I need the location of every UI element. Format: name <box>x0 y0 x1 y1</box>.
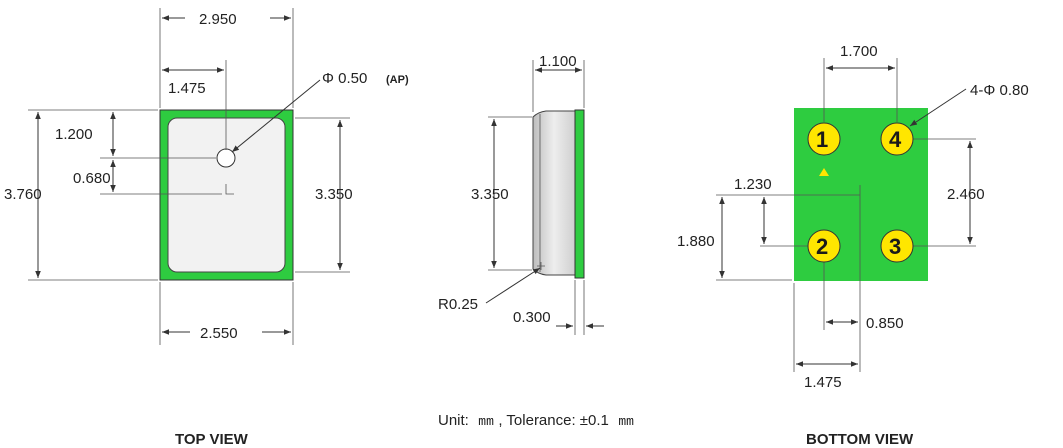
svg-text:Unit: mm , Toleran: Unit: mm , Tolerance: ±0.1 mm <box>438 412 634 429</box>
dim-hole-offset-x: 1.475 <box>168 80 206 97</box>
dim-hole-offset-y: 1.200 <box>55 126 93 143</box>
unit-prefix: Unit: <box>438 412 469 429</box>
side-view: 1.100 3.350 R0.25 0.300 <box>438 53 604 335</box>
side-view-substrate <box>574 109 585 279</box>
dim-pad-pitch-y: 2.460 <box>947 186 985 203</box>
hole-tag-label: (AP) <box>386 74 409 86</box>
dim-center-offset: 0.680 <box>73 170 111 187</box>
pad-3-number: 3 <box>889 234 901 259</box>
dim-side-height: 3.350 <box>471 186 509 203</box>
pad-2-number: 2 <box>816 234 828 259</box>
unit-mm-1: mm <box>478 414 494 429</box>
tolerance-label: , Tolerance: ±0.1 <box>498 412 609 429</box>
pad-2: 2 <box>807 229 841 263</box>
pad-1-number: 1 <box>816 127 828 152</box>
dim-height-inner: 3.350 <box>315 186 353 203</box>
pin1-indicator-triangle <box>819 168 829 176</box>
bottom-view: 1 4 2 3 1.700 4-Φ 0.80 2.460 1.230 1.880 <box>677 43 1029 448</box>
dim-width-outer: 2.950 <box>199 11 237 28</box>
pad-4-number: 4 <box>889 127 902 152</box>
dim-offset-y-a: 1.230 <box>734 176 772 193</box>
dim-thickness: 1.100 <box>539 53 577 70</box>
top-view-lid <box>167 117 286 273</box>
top-view-title: TOP VIEW <box>175 431 249 448</box>
bottom-view-title: BOTTOM VIEW <box>806 431 914 448</box>
pad-1: 1 <box>807 122 841 156</box>
dim-offset-x-b: 1.475 <box>804 374 842 391</box>
hole-diameter-label: Φ 0.50 <box>322 70 367 87</box>
dim-width-inner: 2.550 <box>200 325 238 342</box>
dim-offset-y-b: 1.880 <box>677 233 715 250</box>
pad-3: 3 <box>880 229 914 263</box>
top-view: 2.950 1.475 Φ 0.50 (AP) 3.760 1.200 0.68… <box>4 8 409 448</box>
dim-corner-radius: R0.25 <box>438 296 478 313</box>
dim-offset-x-a: 0.850 <box>866 315 904 332</box>
dim-pad-pitch-x: 1.700 <box>840 43 878 60</box>
unit-note: Unit: mm , Tolerance: ±0.1 mm <box>438 412 634 429</box>
dim-height-outer: 3.760 <box>4 186 42 203</box>
side-view-lid <box>532 110 576 276</box>
unit-mm-2: mm <box>618 414 634 429</box>
pad-diameter-label: 4-Φ 0.80 <box>970 82 1029 99</box>
pad-4: 4 <box>880 122 914 156</box>
center-mark <box>225 184 234 195</box>
dim-lid-thickness: 0.300 <box>513 309 551 326</box>
